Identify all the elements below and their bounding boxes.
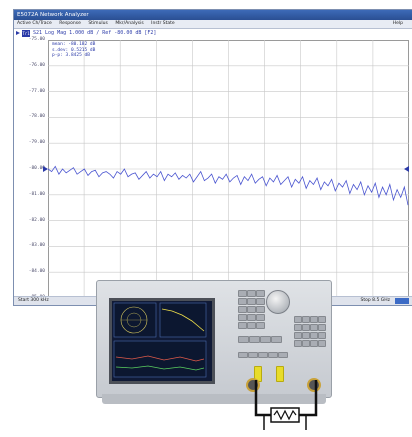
stat-pp: p-p: 3.8425 dB bbox=[52, 53, 90, 58]
front-panel-key bbox=[302, 324, 310, 331]
dut-cable-diagram bbox=[254, 380, 318, 430]
front-panel-key bbox=[294, 332, 302, 339]
front-panel-key bbox=[278, 352, 288, 358]
y-tick-label: -84.00 bbox=[28, 269, 45, 275]
stat-sdev: s.dev: 0.5215 dB bbox=[52, 47, 96, 53]
front-panel-key bbox=[294, 324, 302, 331]
window-title: E5072A Network Analyzer bbox=[14, 10, 412, 20]
reference-arrow-icon bbox=[43, 166, 48, 172]
front-panel-key bbox=[302, 316, 310, 323]
front-panel-key bbox=[268, 352, 278, 358]
y-tick-label: -75.00 bbox=[28, 37, 45, 42]
start-frequency: Start 300 kHz bbox=[18, 298, 49, 303]
front-panel-key bbox=[276, 366, 284, 382]
front-panel-key bbox=[260, 336, 271, 343]
front-panel-key bbox=[238, 314, 247, 321]
front-panel-key bbox=[310, 340, 318, 347]
reference-arrow-icon bbox=[404, 166, 409, 172]
menu-bar: Active Ch/Trace Response Stimulus Mkr/An… bbox=[14, 20, 412, 29]
front-panel-key bbox=[256, 306, 265, 313]
network-analyzer-photo bbox=[96, 280, 332, 408]
front-panel-keys bbox=[236, 286, 328, 386]
front-panel-key bbox=[302, 332, 310, 339]
status-indicator bbox=[395, 298, 409, 304]
menu-item-instr-state[interactable]: Instr State bbox=[151, 21, 175, 26]
s21-chart bbox=[48, 40, 409, 298]
front-panel-key bbox=[294, 316, 302, 323]
front-panel-key bbox=[318, 324, 326, 331]
menu-item-mkr-analysis[interactable]: Mkr/Analysis bbox=[115, 21, 144, 26]
front-panel-key bbox=[258, 352, 268, 358]
trace-statistics: mean: -80.182 dB s.dev: 0.5215 dB p-p: 3.8… bbox=[52, 42, 95, 59]
front-panel-key bbox=[249, 336, 260, 343]
resistor-icon bbox=[273, 409, 297, 421]
y-tick-label: -81.00 bbox=[28, 191, 45, 197]
y-tick-label: -76.00 bbox=[28, 62, 45, 68]
trace-header: Tr1 S21 Log Mag 1.000 dB / Ref -80.00 dB… bbox=[14, 29, 412, 38]
dut-box bbox=[270, 407, 300, 423]
port-2-connector-icon bbox=[307, 378, 321, 392]
y-tick-label: -82.00 bbox=[28, 217, 45, 223]
analyzer-window: E5072A Network Analyzer Active Ch/Trace … bbox=[13, 9, 412, 306]
front-panel-key bbox=[247, 314, 256, 321]
front-panel-key bbox=[318, 332, 326, 339]
y-tick-label: -79.00 bbox=[28, 140, 45, 146]
trace-line-s21 bbox=[48, 165, 409, 206]
front-panel-key bbox=[310, 324, 318, 331]
menu-item-response[interactable]: Response bbox=[59, 21, 81, 26]
trace-marker-icon bbox=[16, 31, 20, 35]
menu-item-stimulus[interactable]: Stimulus bbox=[88, 21, 108, 26]
front-panel-key bbox=[256, 290, 265, 297]
stop-frequency: Stop 8.5 GHz bbox=[360, 298, 390, 303]
front-panel-key bbox=[247, 322, 256, 329]
front-panel-key bbox=[256, 314, 265, 321]
front-panel-key bbox=[238, 290, 247, 297]
front-panel-key bbox=[247, 298, 256, 305]
y-tick-label: -80.00 bbox=[28, 166, 45, 171]
rotary-knob-icon bbox=[266, 290, 290, 314]
front-panel-key bbox=[247, 306, 256, 313]
y-tick-label: -77.00 bbox=[28, 88, 45, 94]
front-panel-key bbox=[294, 340, 302, 347]
front-panel-key bbox=[318, 316, 326, 323]
front-panel-key bbox=[256, 322, 265, 329]
front-panel-key bbox=[238, 352, 248, 358]
front-panel-key bbox=[238, 336, 249, 343]
front-panel-key bbox=[318, 340, 326, 347]
instrument-screen bbox=[109, 298, 215, 384]
front-panel-key bbox=[248, 352, 258, 358]
front-panel-key bbox=[310, 332, 318, 339]
y-tick-label: -83.00 bbox=[28, 243, 45, 249]
front-panel-key bbox=[247, 290, 256, 297]
front-panel-key bbox=[310, 316, 318, 323]
instrument-footer bbox=[102, 394, 326, 404]
front-panel-key bbox=[256, 298, 265, 305]
trace-settings: S21 Log Mag 1.000 dB / Ref -80.00 dB [F2… bbox=[33, 30, 157, 36]
front-panel-key bbox=[302, 340, 310, 347]
front-panel-key bbox=[238, 298, 247, 305]
front-panel-key bbox=[238, 322, 247, 329]
menu-item-help[interactable]: Help bbox=[392, 21, 403, 26]
front-panel-key bbox=[238, 306, 247, 313]
y-tick-label: -78.00 bbox=[28, 114, 45, 120]
stat-mean: mean: -80.182 dB bbox=[52, 42, 96, 47]
instrument-screen-graphic bbox=[113, 302, 207, 378]
plot-area[interactable] bbox=[48, 40, 409, 298]
front-panel-key bbox=[271, 336, 282, 343]
trace-tag[interactable]: Tr1 bbox=[22, 30, 30, 37]
menu-item-active-ch-trace[interactable]: Active Ch/Trace bbox=[17, 21, 52, 26]
